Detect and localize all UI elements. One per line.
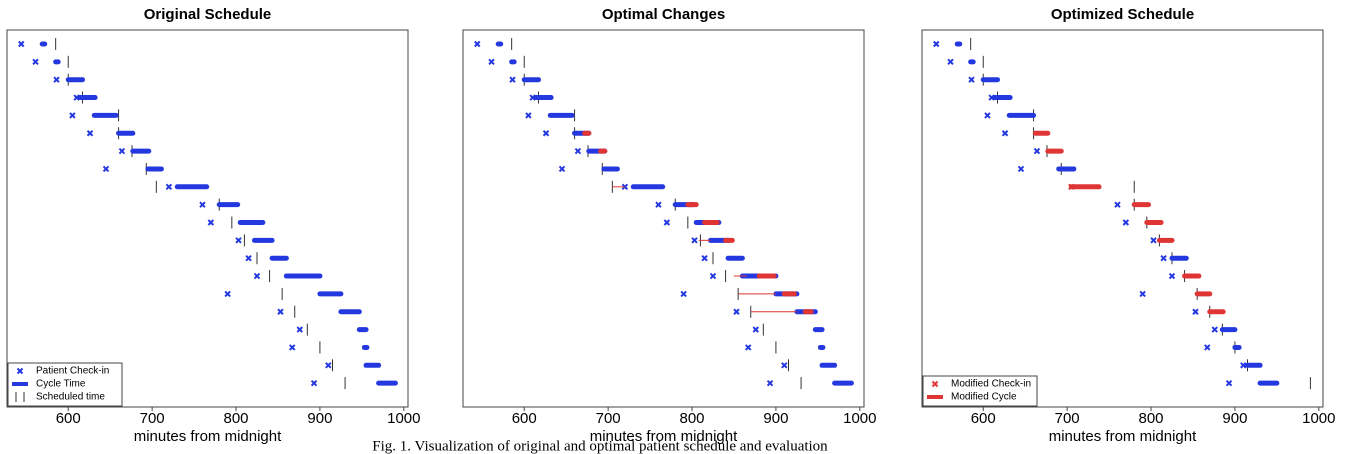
x-tick-label: 800 bbox=[224, 410, 249, 427]
check-in-marker bbox=[968, 76, 975, 83]
check-in-marker bbox=[1122, 219, 1130, 226]
plot-frame bbox=[462, 29, 865, 408]
check-in-marker bbox=[1114, 201, 1121, 208]
check-in-marker bbox=[574, 147, 582, 155]
legend-marker bbox=[931, 380, 939, 388]
check-in-marker bbox=[1139, 290, 1146, 298]
x-tick-label: 1000 bbox=[387, 410, 420, 427]
check-in-marker bbox=[1192, 308, 1199, 315]
check-in-marker bbox=[766, 379, 774, 387]
check-in-marker bbox=[296, 326, 303, 333]
check-in-marker bbox=[663, 219, 671, 226]
check-in-marker bbox=[207, 219, 215, 226]
check-in-marker bbox=[752, 326, 759, 333]
chart-title: Optimized Schedule bbox=[1051, 6, 1194, 23]
check-in-marker bbox=[542, 130, 550, 137]
check-in-marker bbox=[709, 272, 717, 280]
x-axis-label: minutes from midnight bbox=[1049, 428, 1197, 445]
check-in-marker bbox=[1017, 165, 1025, 173]
check-in-marker bbox=[165, 183, 173, 191]
chart-title: Original Schedule bbox=[144, 6, 272, 23]
check-in-marker bbox=[310, 379, 318, 387]
x-tick-label: 900 bbox=[763, 410, 788, 427]
plot-area bbox=[474, 38, 854, 390]
check-in-marker bbox=[277, 308, 284, 315]
check-in-marker bbox=[1150, 237, 1157, 244]
check-in-marker bbox=[53, 76, 60, 83]
check-in-marker bbox=[1225, 379, 1233, 387]
legend-label: Patient Check-in bbox=[36, 366, 109, 377]
check-in-marker bbox=[525, 112, 532, 119]
check-in-marker bbox=[1033, 147, 1041, 155]
check-in-marker bbox=[933, 40, 940, 48]
caption: Fig. 1. Visualization of original and op… bbox=[372, 438, 828, 454]
check-in-marker bbox=[1001, 130, 1009, 137]
x-tick-label: 900 bbox=[1222, 410, 1247, 427]
check-in-marker bbox=[245, 254, 252, 262]
check-in-marker bbox=[86, 130, 94, 137]
check-in-marker bbox=[199, 201, 206, 208]
check-in-marker bbox=[1240, 362, 1247, 369]
check-in-marker bbox=[1168, 272, 1176, 280]
x-tick-label: 900 bbox=[307, 410, 332, 427]
plot-area bbox=[933, 38, 1311, 390]
check-in-marker bbox=[235, 237, 242, 244]
x-tick-label: 1000 bbox=[1302, 410, 1335, 427]
legend-label: Cycle Time bbox=[36, 379, 86, 390]
legend-label: Scheduled time bbox=[36, 392, 105, 403]
x-tick-label: 700 bbox=[596, 410, 621, 427]
check-in-marker bbox=[69, 112, 76, 119]
check-in-marker bbox=[701, 254, 708, 262]
plot-area bbox=[18, 38, 398, 390]
check-in-marker bbox=[733, 308, 740, 315]
check-in-marker bbox=[558, 165, 566, 173]
check-in-marker bbox=[1211, 326, 1218, 333]
plot-frame bbox=[921, 29, 1324, 408]
check-in-marker bbox=[1204, 344, 1211, 351]
check-in-marker bbox=[474, 40, 481, 48]
x-tick-label: 600 bbox=[971, 410, 996, 427]
check-in-marker bbox=[745, 344, 752, 351]
check-in-marker bbox=[947, 58, 954, 66]
check-in-marker bbox=[509, 76, 516, 83]
check-in-marker bbox=[691, 237, 698, 244]
x-tick-label: 600 bbox=[512, 410, 537, 427]
x-tick-label: 700 bbox=[1055, 410, 1080, 427]
plot-frame bbox=[6, 29, 409, 408]
check-in-marker bbox=[781, 362, 788, 369]
check-in-marker bbox=[253, 272, 261, 280]
legend-label: Modified Cycle bbox=[951, 392, 1017, 403]
check-in-marker bbox=[32, 58, 39, 66]
check-in-marker bbox=[655, 201, 662, 208]
check-in-marker bbox=[984, 112, 991, 119]
legend-label: Modified Check-in bbox=[951, 379, 1031, 390]
check-in-marker bbox=[680, 290, 687, 298]
x-axis-label: minutes from midnight bbox=[134, 428, 282, 445]
x-tick-label: 700 bbox=[140, 410, 165, 427]
x-tick-label: 600 bbox=[56, 410, 81, 427]
x-tick-label: 1000 bbox=[843, 410, 876, 427]
check-in-marker bbox=[102, 165, 110, 173]
check-in-marker bbox=[118, 147, 126, 155]
x-tick-label: 800 bbox=[1139, 410, 1164, 427]
legend-box bbox=[922, 375, 1038, 407]
x-axis-label: minutes from midnight bbox=[590, 428, 738, 445]
chart-title: Optimal Changes bbox=[602, 6, 725, 23]
check-in-marker bbox=[325, 362, 332, 369]
legend-marker bbox=[16, 367, 24, 375]
check-in-marker bbox=[18, 40, 25, 48]
check-in-marker bbox=[289, 344, 296, 351]
x-tick-label: 800 bbox=[680, 410, 705, 427]
check-in-marker bbox=[224, 290, 231, 298]
check-in-marker bbox=[488, 58, 495, 66]
check-in-marker bbox=[1160, 254, 1167, 262]
